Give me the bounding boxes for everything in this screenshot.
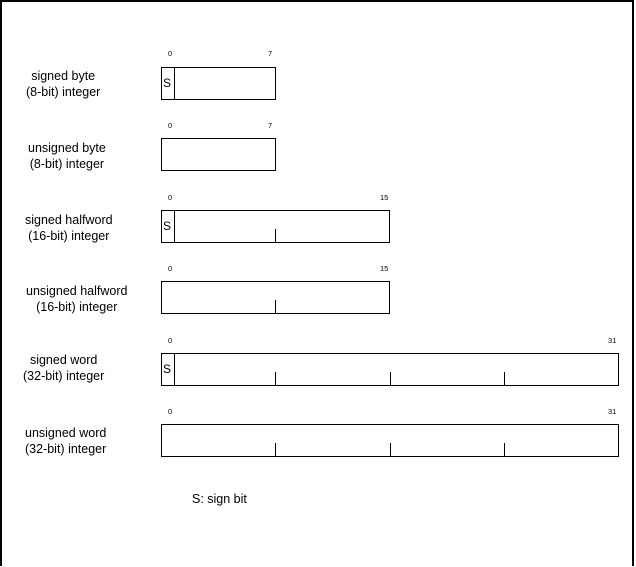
label-line-2: (32-bit) integer bbox=[25, 442, 107, 456]
label-line-1: unsigned halfword bbox=[26, 284, 128, 298]
label-line-2: (8-bit) integer bbox=[26, 85, 101, 99]
unsigned-word-label: unsigned word (32-bit) integer bbox=[25, 425, 106, 457]
end-bit-label: 31 bbox=[608, 336, 617, 345]
byte-divider bbox=[275, 300, 276, 313]
sign-bit-cell: S bbox=[162, 68, 175, 99]
unsigned-word-field bbox=[161, 424, 619, 457]
label-line-2: (16-bit) integer bbox=[28, 229, 110, 243]
start-bit-label: 0 bbox=[168, 49, 173, 58]
sign-bit-legend: S: sign bit bbox=[192, 492, 247, 506]
start-bit-label: 0 bbox=[168, 193, 173, 202]
byte-divider bbox=[390, 443, 391, 456]
signed-word-field: S bbox=[161, 353, 619, 386]
start-bit-label: 0 bbox=[168, 264, 173, 273]
byte-divider bbox=[504, 372, 505, 385]
start-bit-label: 0 bbox=[168, 121, 173, 130]
signed-byte-field: S bbox=[161, 67, 276, 100]
unsigned-halfword-label: unsigned halfword (16-bit) integer bbox=[26, 283, 127, 315]
sign-bit-cell: S bbox=[162, 354, 175, 385]
signed-byte-label: signed byte (8-bit) integer bbox=[26, 68, 100, 100]
end-bit-label: 15 bbox=[380, 193, 389, 202]
byte-divider bbox=[275, 229, 276, 242]
label-line-2: (32-bit) integer bbox=[23, 369, 105, 383]
start-bit-label: 0 bbox=[168, 336, 173, 345]
signed-word-label: signed word (32-bit) integer bbox=[23, 352, 104, 384]
end-bit-label: 31 bbox=[608, 407, 617, 416]
end-bit-label: 7 bbox=[268, 121, 273, 130]
unsigned-byte-label: unsigned byte (8-bit) integer bbox=[28, 140, 106, 172]
label-line-2: (8-bit) integer bbox=[29, 157, 105, 171]
unsigned-byte-field bbox=[161, 138, 276, 171]
signed-halfword-field: S bbox=[161, 210, 390, 243]
byte-divider bbox=[275, 372, 276, 385]
byte-divider bbox=[275, 443, 276, 456]
unsigned-halfword-field bbox=[161, 281, 390, 314]
label-line-1: signed byte bbox=[31, 69, 96, 83]
label-line-1: signed halfword bbox=[25, 213, 113, 227]
byte-divider bbox=[390, 372, 391, 385]
byte-divider bbox=[504, 443, 505, 456]
end-bit-label: 15 bbox=[380, 264, 389, 273]
label-line-1: unsigned word bbox=[25, 426, 107, 440]
signed-halfword-label: signed halfword (16-bit) integer bbox=[25, 212, 113, 244]
start-bit-label: 0 bbox=[168, 407, 173, 416]
label-line-2: (16-bit) integer bbox=[36, 300, 118, 314]
sign-bit-cell: S bbox=[162, 211, 175, 242]
label-line-1: unsigned byte bbox=[28, 141, 106, 155]
label-line-1: signed word bbox=[29, 353, 98, 367]
end-bit-label: 7 bbox=[268, 49, 273, 58]
